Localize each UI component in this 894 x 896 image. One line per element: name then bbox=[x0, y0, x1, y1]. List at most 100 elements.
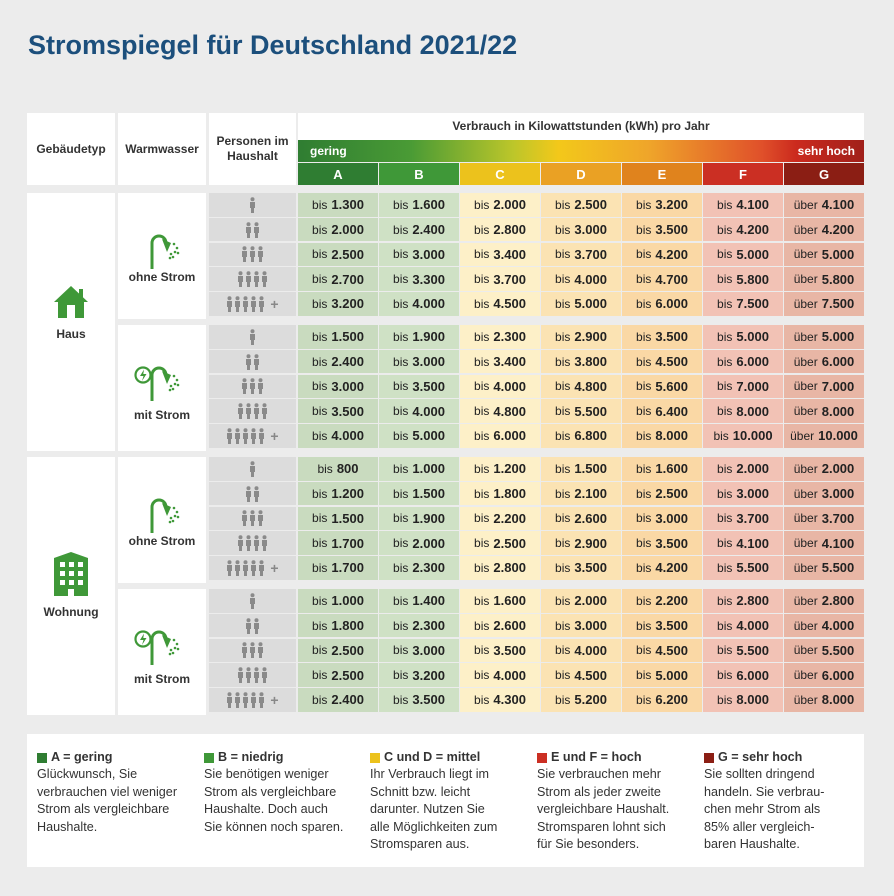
header-gebaeudetyp: Gebäudetyp bbox=[27, 113, 115, 185]
value-number: 3.800 bbox=[574, 354, 607, 370]
value-cell-f: bis 3.700 bbox=[703, 506, 783, 531]
value-prefix: bis bbox=[393, 692, 409, 707]
value-number: 3.500 bbox=[655, 329, 688, 345]
value-cell-e: bis 3.200 bbox=[622, 193, 702, 217]
value-cell-f: bis 7.500 bbox=[703, 292, 783, 316]
value-number: 3.000 bbox=[574, 618, 607, 634]
warmwasser-label: ohne Strom bbox=[128, 270, 196, 284]
value-cell-g: über 8.000 bbox=[784, 688, 864, 712]
value-number: 5.500 bbox=[736, 642, 769, 658]
persons-cell bbox=[209, 217, 296, 242]
value-number: 6.000 bbox=[655, 296, 688, 312]
warmwasser-label: ohne Strom bbox=[128, 534, 196, 548]
person-icon bbox=[251, 560, 257, 576]
value-cell-b: bis 1.900 bbox=[379, 325, 459, 349]
value-prefix: bis bbox=[555, 461, 571, 476]
value-number: 2.000 bbox=[736, 461, 769, 477]
value-prefix: bis bbox=[474, 618, 490, 633]
value-cell-e: bis 3.500 bbox=[622, 325, 702, 349]
value-prefix: bis bbox=[474, 461, 490, 476]
value-number: 1.600 bbox=[655, 461, 688, 477]
value-number: 4.000 bbox=[821, 618, 855, 634]
legend-title-text: C und D = mittel bbox=[384, 750, 481, 764]
value-cell-d: bis 3.500 bbox=[541, 556, 621, 580]
value-prefix: bis bbox=[393, 668, 409, 683]
value-prefix: bis bbox=[474, 272, 490, 287]
legend-text-line: baren Haushalte. bbox=[704, 837, 800, 852]
person-icon bbox=[250, 246, 255, 263]
value-prefix: bis bbox=[555, 618, 571, 633]
value-number: 5.800 bbox=[736, 271, 769, 287]
value-cell-d: bis 4.000 bbox=[541, 267, 621, 291]
person-icon bbox=[246, 353, 251, 370]
person-icon bbox=[246, 221, 251, 238]
value-prefix: bis bbox=[312, 329, 328, 344]
class-header-d: D bbox=[541, 163, 621, 185]
value-prefix: bis bbox=[636, 692, 652, 707]
value-cell-c: bis 3.400 bbox=[460, 349, 540, 374]
value-number: 5.800 bbox=[821, 271, 855, 287]
value-prefix: bis bbox=[474, 329, 490, 344]
class-header-b: B bbox=[379, 163, 459, 185]
value-number: 4.800 bbox=[493, 403, 526, 419]
value-cell-e: bis 3.500 bbox=[622, 531, 702, 555]
value-prefix: über bbox=[793, 272, 818, 287]
value-cell-d: bis 3.700 bbox=[541, 242, 621, 267]
value-prefix: bis bbox=[312, 593, 328, 608]
value-prefix: bis bbox=[474, 511, 490, 526]
value-prefix: bis bbox=[636, 222, 652, 237]
class-header-a: A bbox=[298, 163, 378, 185]
persons-cell bbox=[209, 325, 296, 349]
value-prefix: bis bbox=[317, 461, 333, 476]
value-number: 1.200 bbox=[493, 461, 526, 477]
value-cell-b: bis 3.000 bbox=[379, 349, 459, 374]
value-prefix: bis bbox=[636, 354, 652, 369]
person-icon bbox=[250, 378, 255, 395]
value-prefix: bis bbox=[474, 560, 490, 575]
value-prefix: bis bbox=[393, 222, 409, 237]
value-cell-e: bis 6.400 bbox=[622, 399, 702, 423]
person-icon bbox=[254, 221, 259, 238]
value-number: 3.000 bbox=[412, 246, 445, 262]
value-cell-g: über 10.000 bbox=[784, 424, 864, 448]
legend-title-text: A = gering bbox=[51, 750, 113, 764]
value-cell-g: über 4.200 bbox=[784, 217, 864, 242]
legend-swatch bbox=[37, 752, 47, 763]
value-cell-d: bis 2.600 bbox=[541, 506, 621, 531]
value-number: 4.100 bbox=[821, 197, 855, 213]
value-number: 3.000 bbox=[574, 222, 607, 238]
person-icon bbox=[262, 271, 267, 288]
value-cell-f: bis 7.000 bbox=[703, 374, 783, 399]
value-cell-f: bis 5.800 bbox=[703, 267, 783, 291]
value-number: 2.600 bbox=[493, 618, 526, 634]
value-prefix: über bbox=[793, 379, 818, 394]
value-prefix: über bbox=[793, 222, 818, 237]
value-prefix: bis bbox=[474, 668, 490, 683]
value-number: 1.500 bbox=[331, 510, 364, 526]
legend-swatch bbox=[370, 752, 380, 763]
person-icon bbox=[258, 246, 263, 263]
value-prefix: bis bbox=[636, 593, 652, 608]
value-number: 3.700 bbox=[574, 246, 607, 262]
value-number: 4.800 bbox=[574, 378, 607, 394]
person-icon bbox=[259, 296, 265, 312]
value-cell-d: bis 3.800 bbox=[541, 349, 621, 374]
value-prefix: bis bbox=[636, 668, 652, 683]
value-prefix: bis bbox=[555, 692, 571, 707]
value-number: 3.500 bbox=[331, 403, 364, 419]
value-prefix: bis bbox=[393, 593, 409, 608]
value-cell-b: bis 1.500 bbox=[379, 481, 459, 506]
value-number: 1.600 bbox=[493, 593, 526, 609]
value-number: 3.200 bbox=[331, 296, 364, 312]
value-prefix: bis bbox=[555, 560, 571, 575]
person-icon bbox=[250, 328, 255, 345]
value-prefix: bis bbox=[312, 197, 328, 212]
value-cell-a: bis 1.700 bbox=[298, 556, 378, 580]
value-number: 1.800 bbox=[331, 618, 364, 634]
value-cell-f: bis 5.000 bbox=[703, 325, 783, 349]
value-cell-e: bis 4.200 bbox=[622, 242, 702, 267]
value-number: 2.000 bbox=[821, 461, 855, 477]
value-cell-a: bis 2.400 bbox=[298, 349, 378, 374]
value-cell-d: bis 5.000 bbox=[541, 292, 621, 316]
electric-shower-icon bbox=[134, 627, 186, 670]
